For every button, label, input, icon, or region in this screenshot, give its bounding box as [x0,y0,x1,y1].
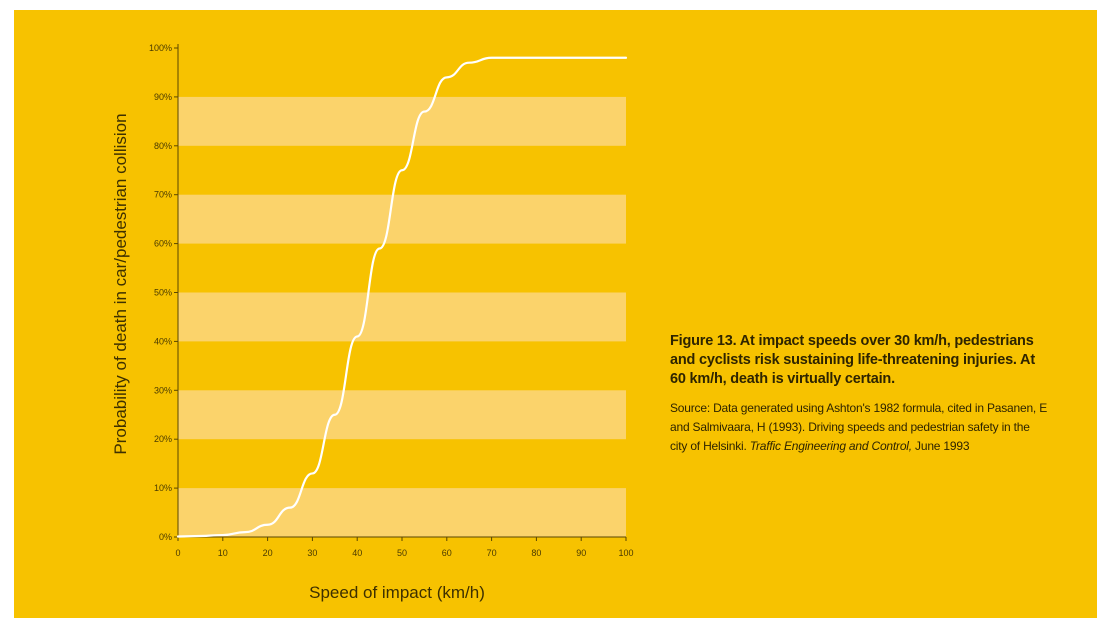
data-point [356,335,359,338]
y-tick-label: 80% [154,141,172,151]
x-tick-label: 70 [487,548,497,558]
y-tick-label: 30% [154,385,172,395]
x-tick-label: 60 [442,548,452,558]
x-tick-label: 50 [397,548,407,558]
caption-title: Figure 13. At impact speeds over 30 km/h… [670,333,1035,387]
y-tick-label: 40% [154,336,172,346]
x-tick-label: 40 [352,548,362,558]
data-point [311,472,314,475]
data-point [177,535,179,538]
data-point [535,56,538,59]
data-point [580,56,582,59]
x-axis-title: Speed of impact (km/h) [309,583,485,602]
data-point [378,247,381,250]
y-tick-label: 10% [154,483,172,493]
y-tick-label: 90% [154,92,172,102]
y-tick-label: 70% [154,190,172,200]
figure-caption: Figure 13. At impact speeds over 30 km/h… [670,332,1050,456]
caption-source-text: Source: Data generated using Ashton's 19… [670,401,1048,453]
grid-band [178,488,626,537]
y-tick-label: 60% [154,239,172,249]
x-tick-label: 90 [576,548,586,558]
y-axis-title: Probability of death in car/pedestrian c… [111,113,130,454]
caption-source-date: June 1993 [911,439,970,453]
grid-band [178,390,626,440]
x-tick-label: 30 [307,548,317,558]
data-point [468,61,471,64]
data-point [602,56,605,59]
x-axis-ticks: 0 10 20 30 40 50 60 70 80 90 100 [175,537,634,558]
data-point [334,413,336,416]
grid-bands [178,96,626,537]
data-point [558,56,560,59]
data-point [199,535,202,537]
data-point [266,523,269,526]
chart: 0 10 20 30 40 50 60 70 80 90 100 0% 10% 20% 30% 40% 50%… [111,43,634,602]
x-tick-label: 10 [218,548,228,558]
series-group [176,56,628,538]
data-point [625,56,627,59]
grid-band [178,194,626,244]
x-tick-label: 0 [175,548,180,558]
data-point [289,506,291,509]
figure-panel: 0 10 20 30 40 50 60 70 80 90 100 0% 10% 20% 30% 40% 50%… [14,10,1097,618]
data-point [222,534,224,536]
data-point [423,110,426,113]
y-tick-label: 50% [154,288,172,298]
grid-band [178,292,626,342]
x-tick-label: 80 [531,548,541,558]
data-point [513,56,515,59]
data-point [401,169,403,172]
x-tick-label: 100 [618,548,633,558]
y-tick-label: 20% [154,434,172,444]
caption-source: Source: Data generated using Ashton's 19… [670,399,1050,456]
grid-band [178,96,626,146]
y-tick-label: 0% [159,532,172,542]
y-tick-label: 100% [149,43,172,53]
y-axis-ticks: 0% 10% 20% 30% 40% 50% 60% 70% 80% 90% 100% [149,43,178,542]
caption-source-journal: Traffic Engineering and Control, [749,439,912,453]
series-line [176,56,628,538]
x-tick-label: 20 [263,548,273,558]
data-point [490,56,493,59]
data-point [244,531,246,533]
data-point [446,76,448,79]
